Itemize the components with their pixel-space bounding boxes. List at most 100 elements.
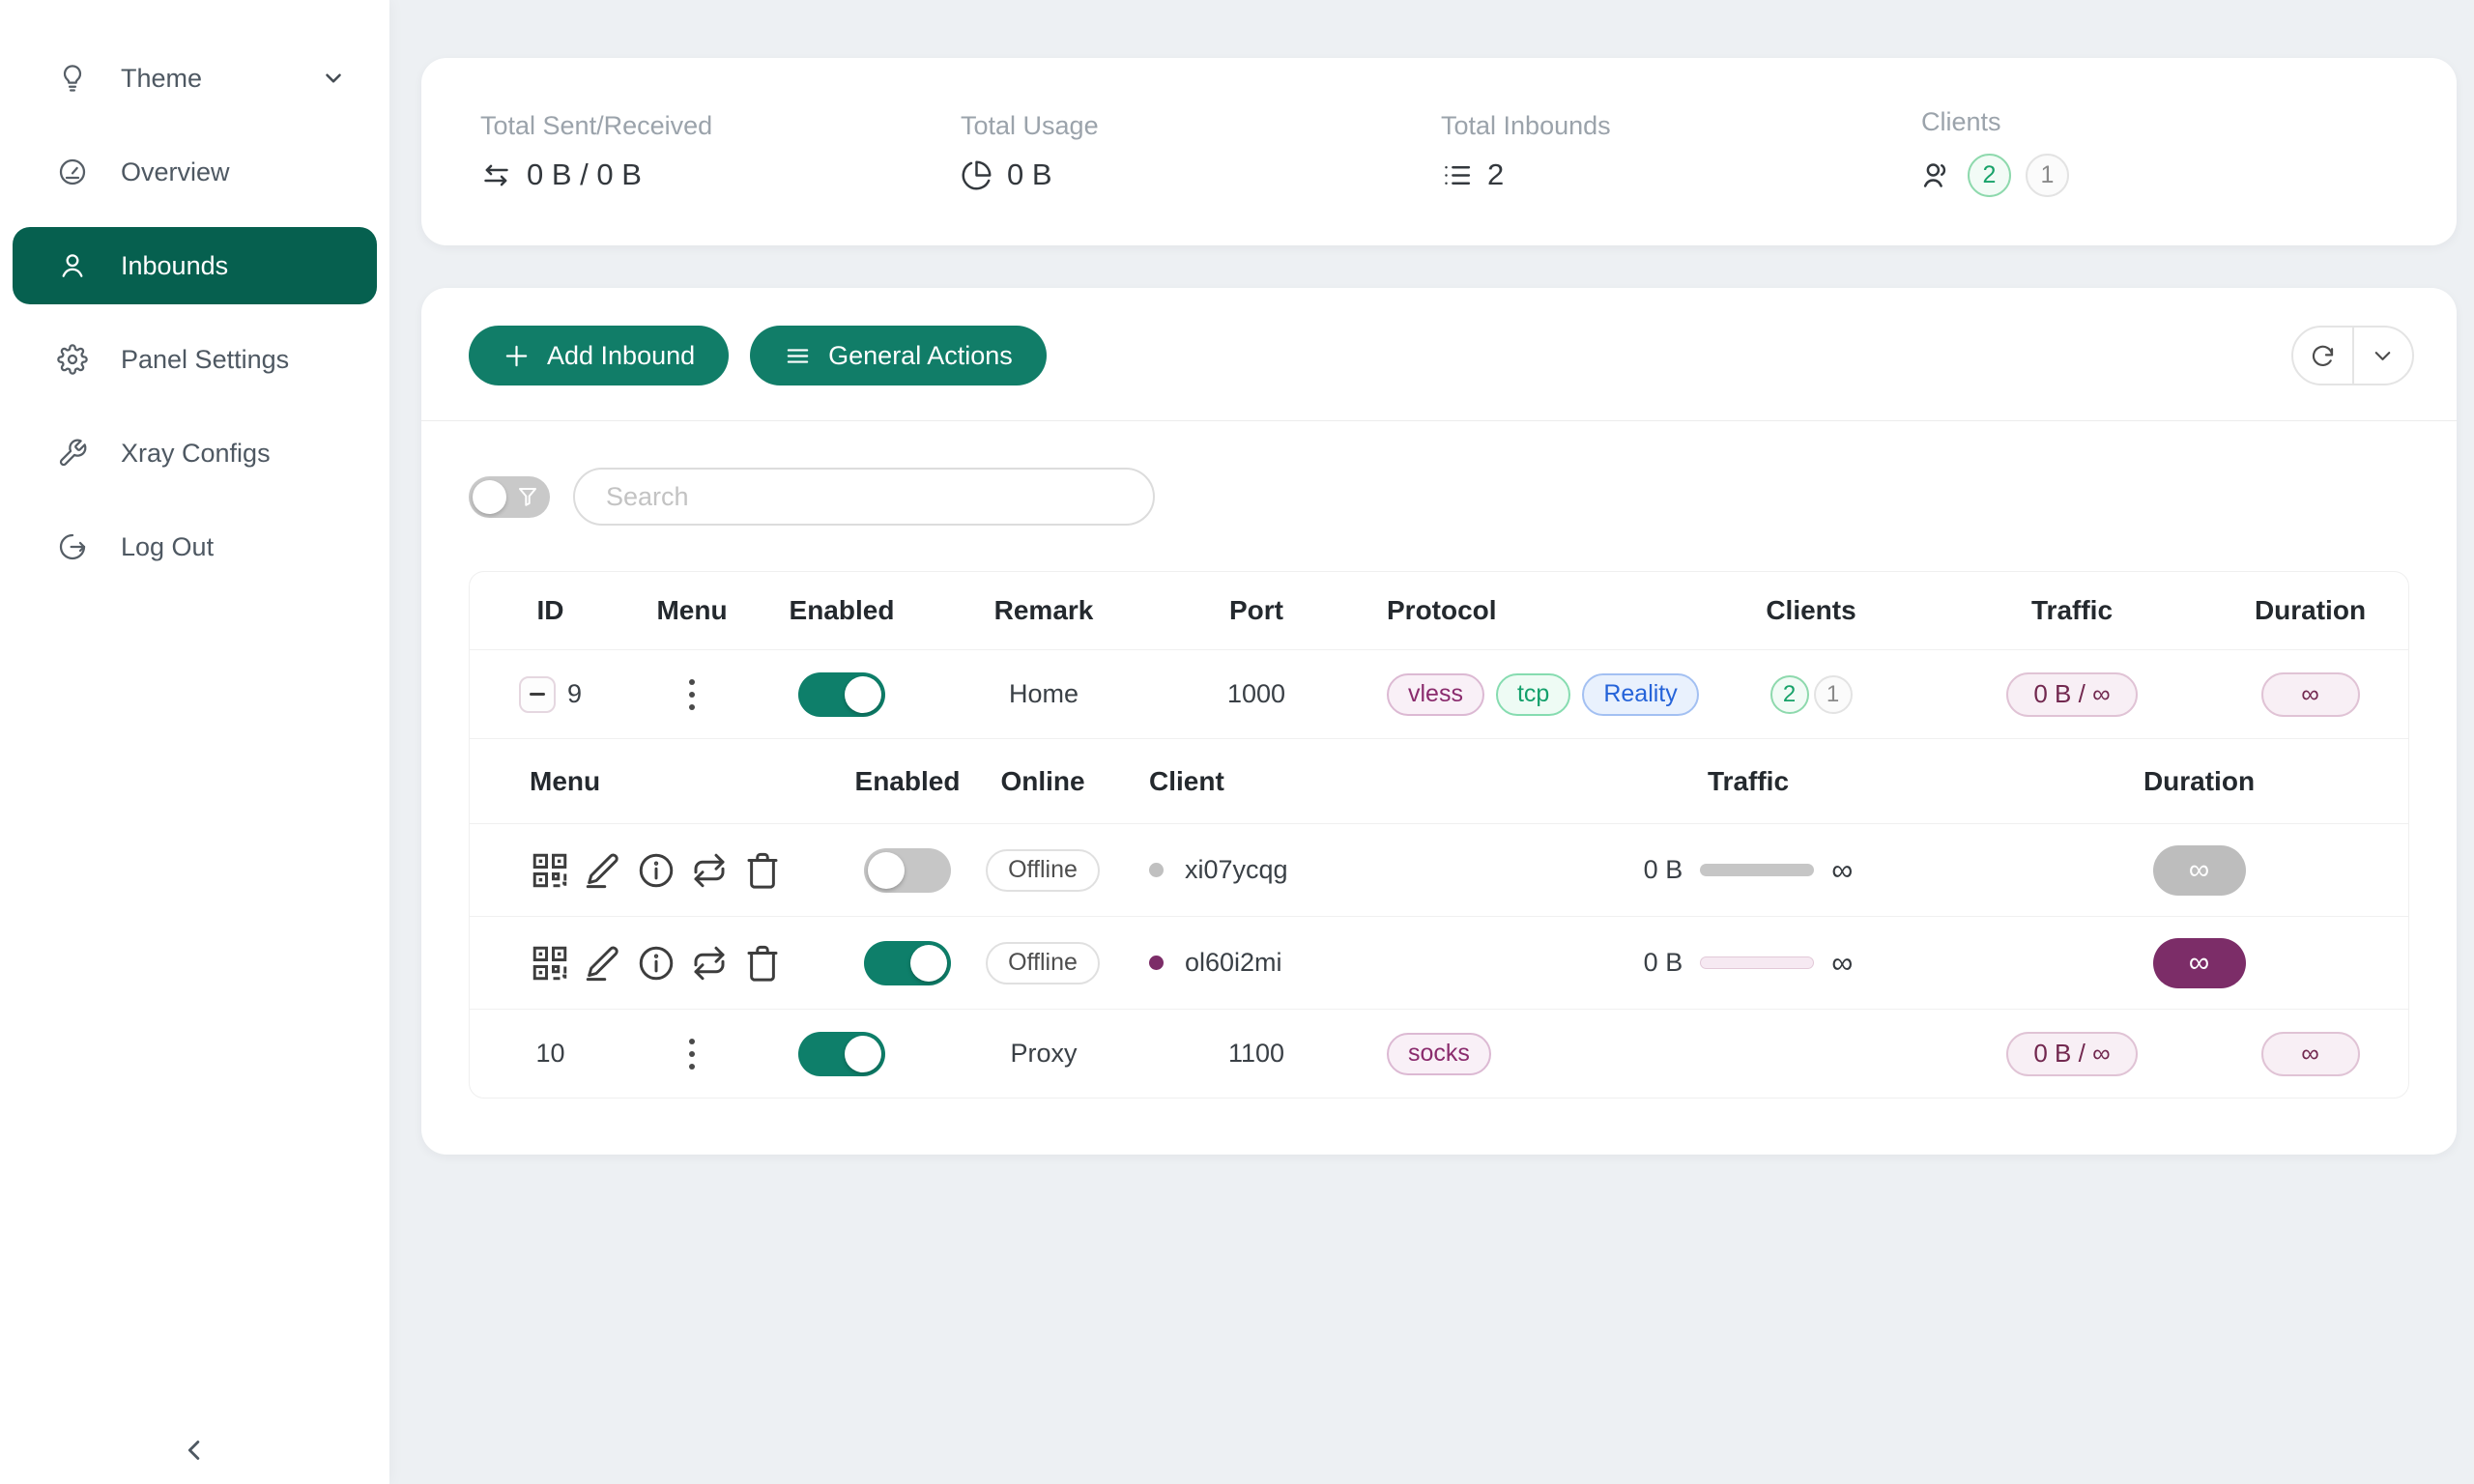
stat-clients: Clients 2 1 — [1921, 107, 2402, 197]
refresh-split-button — [2291, 326, 2414, 385]
header-enabled: Enabled — [789, 595, 895, 625]
dashboard-icon — [57, 157, 88, 187]
add-inbound-label: Add Inbound — [547, 340, 696, 370]
sidebar-item-label: Theme — [121, 63, 203, 93]
qrcode-icon[interactable] — [530, 943, 570, 984]
enabled-toggle[interactable] — [798, 1031, 885, 1076]
hamburger-icon — [784, 342, 812, 370]
stat-total-sent-received: Total Sent/Received 0 B / 0 B — [480, 111, 961, 192]
general-actions-button[interactable]: General Actions — [750, 326, 1047, 385]
client-traffic-value: 0 B — [1643, 948, 1683, 977]
client-enabled-toggle[interactable] — [864, 847, 951, 893]
cell-enabled — [753, 671, 931, 717]
minus-icon — [529, 693, 545, 696]
client-online-cell: Offline — [965, 941, 1120, 985]
collapse-row-button[interactable] — [518, 675, 556, 713]
sidebar-item-panel-settings[interactable]: Panel Settings — [13, 321, 377, 398]
header-clients: Clients — [1766, 595, 1856, 625]
enabled-toggle[interactable] — [798, 671, 885, 717]
protocol-tag-vless: vless — [1387, 672, 1484, 716]
info-icon[interactable] — [636, 850, 676, 891]
header-traffic: Traffic — [2030, 595, 2114, 625]
sidebar-item-inbounds[interactable]: Inbounds — [13, 227, 377, 304]
table-header-row: ID Menu Enabled Remark Port Protocol Cli… — [470, 572, 2408, 649]
client-traffic-value: 0 B — [1643, 855, 1683, 884]
row-menu-button[interactable] — [683, 673, 701, 716]
cell-id: 10 — [470, 1039, 631, 1069]
row-menu-button[interactable] — [683, 1033, 701, 1075]
clients-online-badge: 2 — [1769, 674, 1809, 714]
stat-value: 0 B — [1007, 157, 1052, 191]
toggle-knob — [473, 479, 506, 514]
cell-duration: ∞ — [2212, 1031, 2408, 1076]
sidebar-collapse-button[interactable] — [0, 1434, 389, 1467]
client-online-cell: Offline — [965, 848, 1120, 892]
edit-icon[interactable] — [583, 850, 623, 891]
chevron-down-icon — [321, 66, 346, 91]
cell-port: 1000 — [1226, 679, 1286, 708]
inbounds-table: ID Menu Enabled Remark Port Protocol Cli… — [469, 571, 2409, 1099]
sidebar-item-theme[interactable]: Theme — [13, 40, 377, 117]
table-row: 10 Proxy 1100 socks 0 B / ∞ ∞ — [470, 1009, 2408, 1098]
duration-pill: ∞ — [2260, 671, 2360, 717]
users-icon — [1921, 159, 1953, 191]
client-duration-cell: ∞ — [1990, 844, 2408, 896]
refresh-options-button[interactable] — [2351, 328, 2413, 384]
inbounds-panel: Add Inbound General Actions — [421, 288, 2457, 1155]
filter-toggle[interactable] — [469, 475, 550, 518]
cell-protocol: vless tcp Reality — [1356, 672, 1699, 716]
clients-total-badge: 1 — [1813, 674, 1853, 714]
reset-traffic-icon[interactable] — [689, 943, 730, 984]
expanded-clients-section: Menu Enabled Online Client Traffic Durat… — [470, 738, 2408, 1009]
clients-online-badge: 2 — [1968, 153, 2011, 197]
header-remark: Remark — [993, 595, 1094, 625]
stats-card: Total Sent/Received 0 B / 0 B Total Usag… — [421, 58, 2457, 245]
stat-total-usage: Total Usage 0 B — [961, 111, 1441, 192]
delete-icon[interactable] — [742, 850, 783, 891]
transfer-icon — [480, 159, 512, 191]
protocol-tag-tcp: tcp — [1495, 672, 1571, 716]
edit-icon[interactable] — [583, 943, 623, 984]
sidebar-item-overview[interactable]: Overview — [13, 133, 377, 211]
general-actions-label: General Actions — [828, 340, 1013, 370]
traffic-progress-bar — [1700, 956, 1815, 969]
header-id: ID — [536, 595, 564, 625]
refresh-button[interactable] — [2293, 328, 2352, 384]
cell-duration: ∞ — [2212, 671, 2408, 717]
client-enabled-toggle[interactable] — [864, 940, 951, 985]
client-name: ol60i2mi — [1185, 948, 1282, 977]
toolbar: Add Inbound General Actions — [421, 326, 2457, 385]
qrcode-icon[interactable] — [530, 850, 570, 891]
sidebar-item-xray-configs[interactable]: Xray Configs — [13, 414, 377, 492]
client-row: Offline ol60i2mi 0 B ∞ ∞ — [470, 916, 2408, 1009]
stat-value: 0 B / 0 B — [527, 157, 642, 191]
client-name-cell: xi07ycqg — [1120, 855, 1507, 885]
client-row: Offline xi07ycqg 0 B ∞ ∞ — [470, 823, 2408, 916]
sub-table-header-row: Menu Enabled Online Client Traffic Durat… — [470, 738, 2408, 823]
cell-port: 1100 — [1227, 1039, 1285, 1068]
sidebar-item-log-out[interactable]: Log Out — [13, 508, 377, 585]
header-menu: Menu — [656, 595, 728, 625]
toolbar-divider — [421, 420, 2457, 421]
add-inbound-button[interactable]: Add Inbound — [469, 326, 730, 385]
cell-clients: 2 1 — [1690, 674, 1932, 714]
sidebar: Theme Overview Inbounds Panel Settings X… — [0, 0, 389, 1484]
reset-traffic-icon[interactable] — [689, 850, 730, 891]
delete-icon[interactable] — [742, 943, 783, 984]
sub-header-menu: Menu — [530, 765, 601, 796]
logout-icon — [57, 531, 88, 562]
toggle-knob — [845, 675, 881, 713]
inbound-id: 9 — [566, 679, 583, 708]
stat-label: Total Sent/Received — [480, 111, 713, 140]
pie-chart-icon — [961, 159, 992, 191]
table-row: 9 Home 1000 vless tcp Reality 2 1 — [470, 649, 2408, 738]
client-traffic-cell: 0 B ∞ — [1507, 853, 1990, 888]
info-icon[interactable] — [636, 943, 676, 984]
search-input[interactable] — [573, 468, 1155, 526]
protocol-tag-reality: Reality — [1582, 672, 1699, 716]
header-duration: Duration — [2254, 595, 2367, 625]
cell-menu — [631, 673, 753, 716]
sidebar-item-label: Log Out — [121, 531, 215, 561]
sub-header-online: Online — [1000, 765, 1085, 796]
filter-funnel-icon — [516, 485, 539, 508]
